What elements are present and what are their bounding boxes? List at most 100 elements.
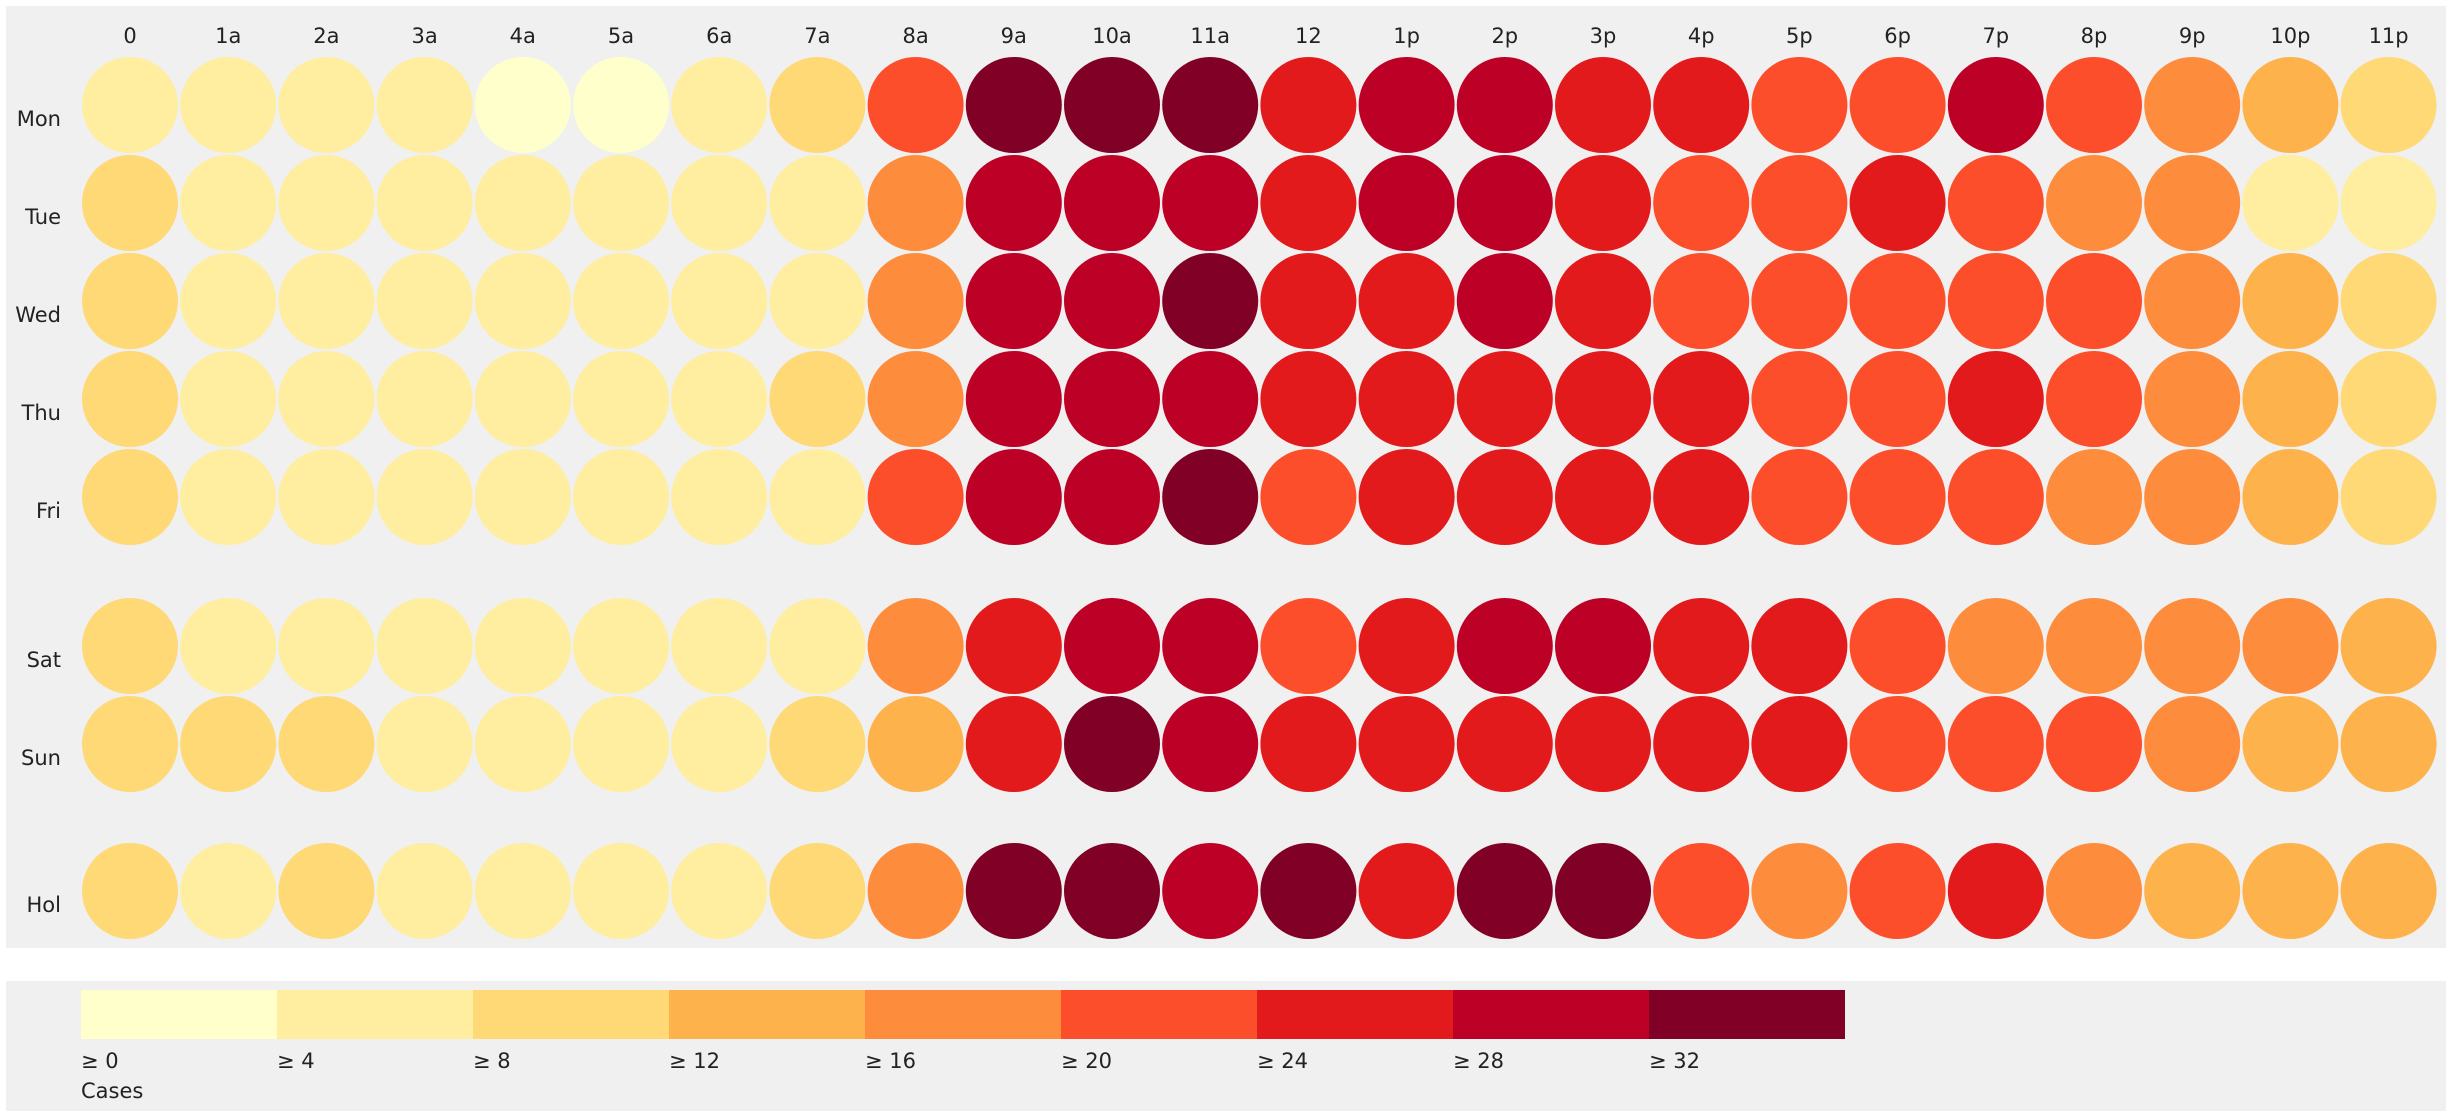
heatmap-cell [769, 155, 866, 251]
hour-tick-label: 6p [1884, 24, 1911, 48]
heatmap-cell [1751, 155, 1848, 251]
heatmap-cell [2242, 155, 2339, 251]
heatmap-cell [573, 843, 669, 939]
heatmap-cell [376, 57, 473, 153]
heatmap-cell [1358, 57, 1455, 153]
heatmap-cell [1064, 253, 1160, 349]
heatmap-cell [474, 843, 571, 939]
heatmap-cell [1162, 449, 1259, 545]
heatmap-cell [1947, 598, 2044, 694]
hour-tick-label: 10a [1092, 24, 1132, 48]
heatmap-cell [82, 57, 178, 153]
heatmap-cell [2046, 351, 2142, 447]
heatmap-cell [867, 57, 964, 153]
heatmap-cell [965, 57, 1062, 153]
heatmap-cell [1358, 351, 1455, 447]
heatmap-cell [573, 696, 669, 792]
heatmap-cell [1751, 696, 1848, 792]
heatmap-cell [82, 696, 178, 792]
hour-tick-label: 1a [215, 24, 241, 48]
heatmap-cell [671, 253, 768, 349]
heatmap-cell [278, 843, 375, 939]
legend-swatch [473, 990, 669, 1039]
heatmap-cell [2046, 843, 2142, 939]
heatmap-cell [376, 449, 473, 545]
heatmap-cell [965, 598, 1062, 694]
hour-tick-label: 4p [1688, 24, 1715, 48]
heatmap-cell [2144, 57, 2241, 153]
heatmap-cell [474, 253, 571, 349]
heatmap-cell [671, 598, 768, 694]
hour-tick-label: 5p [1786, 24, 1813, 48]
heatmap-cell [1162, 253, 1259, 349]
day-tick-label: Fri [36, 499, 61, 523]
heatmap-cell [2046, 57, 2142, 153]
heatmap-cell [1751, 598, 1848, 694]
heatmap-cell [2340, 57, 2437, 153]
day-tick-label: Sat [27, 648, 61, 672]
heatmap-cell [2144, 351, 2241, 447]
heatmap-cell [2242, 843, 2339, 939]
heatmap-cell [1456, 351, 1553, 447]
legend-swatch [1649, 990, 1845, 1039]
heatmap-cell [671, 351, 768, 447]
heatmap-cell [376, 253, 473, 349]
hour-tick-label: 11p [2369, 24, 2409, 48]
heatmap-cell [769, 351, 866, 447]
heatmap-cell [2242, 57, 2339, 153]
heatmap-cell [1260, 696, 1357, 792]
day-tick-label: Mon [17, 107, 61, 131]
heatmap-cell [278, 696, 375, 792]
heatmap-cell [867, 696, 964, 792]
heatmap-cell [1555, 843, 1651, 939]
heatmap-cell [1358, 843, 1455, 939]
heatmap-cell [1751, 57, 1848, 153]
heatmap-cell [2340, 253, 2437, 349]
heatmap-cell [2242, 253, 2339, 349]
heatmap-cell [769, 696, 866, 792]
heatmap-cell [1849, 351, 1946, 447]
hour-tick-label: 9p [2179, 24, 2206, 48]
heatmap-cell [1947, 155, 2044, 251]
heatmap-cell [1849, 696, 1946, 792]
heatmap-cell [2242, 449, 2339, 545]
day-tick-label: Thu [21, 401, 61, 425]
heatmap-cell [1162, 696, 1259, 792]
day-tick-label: Sun [21, 746, 61, 770]
heatmap-cell [1653, 155, 1750, 251]
heatmap-cell [2046, 155, 2142, 251]
heatmap-cell [2046, 696, 2142, 792]
color-legend: ≥ 0 ≥ 4 ≥ 8 ≥ 12 ≥ 16 ≥ 20 ≥ 24 ≥ 28 ≥ 32 Cases [81, 990, 1845, 1103]
heatmap-cell [2144, 843, 2241, 939]
heatmap-cell [180, 351, 277, 447]
heatmap-cell [1358, 598, 1455, 694]
heatmap-cell [1653, 57, 1750, 153]
heatmap-cell [1555, 598, 1651, 694]
legend-swatch [1257, 990, 1453, 1039]
day-tick-label: Hol [27, 893, 61, 917]
heatmap-cell [82, 253, 178, 349]
heatmap-cell [1751, 449, 1848, 545]
heatmap-cell [278, 351, 375, 447]
heatmap-cell [1456, 449, 1553, 545]
heatmap-cell [278, 449, 375, 545]
heatmap-cell [1162, 57, 1259, 153]
heatmap-cell [1653, 696, 1750, 792]
heatmap-cell [2340, 696, 2437, 792]
heatmap-cell [965, 449, 1062, 545]
heatmap-panel: 0 1a 2a 3a 4a 5a 6a 7a 8a 9a 10a 11a 12 1p 2p 3p 4p 5p 6p 7… [6, 6, 2446, 948]
heatmap-cell [82, 843, 178, 939]
heatmap-cell [867, 155, 964, 251]
heatmap-cell [2144, 696, 2241, 792]
heatmap-cell [474, 155, 571, 251]
heatmap-cell [1260, 155, 1357, 251]
heatmap-cell [1456, 598, 1553, 694]
legend-threshold-label: ≥ 0 [81, 1049, 119, 1073]
heatmap-cell [2340, 449, 2437, 545]
heatmap-cell [2144, 253, 2241, 349]
heatmap-cell [1947, 351, 2044, 447]
hour-tick-label: 6a [706, 24, 732, 48]
heatmap-cell [1947, 696, 2044, 792]
heatmap-cell [573, 57, 669, 153]
heatmap-cell [1064, 57, 1160, 153]
